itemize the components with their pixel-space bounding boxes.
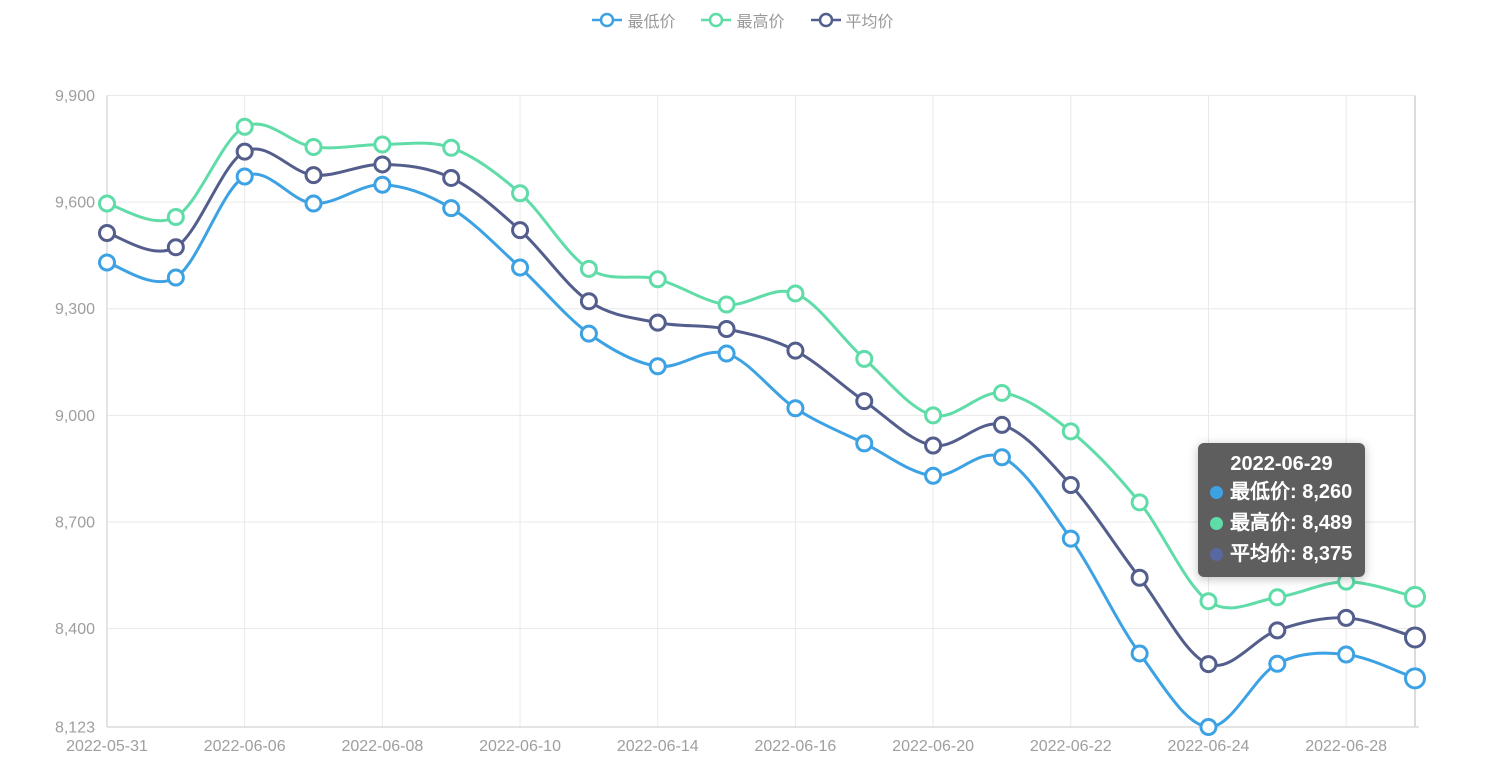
data-point-marker[interactable] — [304, 138, 323, 157]
data-point-marker[interactable] — [717, 319, 736, 338]
x-axis-label: 2022-06-10 — [479, 738, 561, 755]
data-point-marker[interactable] — [924, 406, 943, 425]
data-point-marker[interactable] — [786, 399, 805, 418]
x-axis-label: 2022-06-08 — [341, 738, 423, 755]
data-point-marker[interactable] — [1268, 588, 1287, 607]
y-axis-label: 9,600 — [55, 195, 95, 212]
data-point-marker[interactable] — [1199, 718, 1218, 736]
legend-label: 最低价 — [627, 14, 676, 31]
y-axis-label: 8,700 — [55, 514, 95, 531]
x-axis-label: 2022-06-16 — [754, 738, 836, 755]
series-line-average — [105, 147, 1417, 667]
y-axis-label: 8,123 — [55, 720, 95, 737]
data-point-marker[interactable] — [1337, 608, 1356, 627]
data-point-marker[interactable] — [1404, 585, 1426, 608]
data-point-marker[interactable] — [855, 392, 874, 411]
y-axis-label: 9,900 — [55, 88, 95, 105]
data-point-marker[interactable] — [648, 313, 667, 332]
data-point-marker[interactable] — [235, 117, 254, 136]
data-point-marker[interactable] — [1061, 529, 1080, 548]
data-point-marker[interactable] — [442, 168, 461, 187]
data-point-marker[interactable] — [786, 284, 805, 303]
legend-item-average[interactable]: 平均价 — [810, 8, 894, 32]
data-point-marker[interactable] — [304, 166, 323, 185]
data-point-marker[interactable] — [1130, 493, 1149, 512]
data-point-marker[interactable] — [511, 184, 530, 203]
series-average — [98, 142, 1426, 674]
legend-item-lowest[interactable]: 最低价 — [592, 8, 675, 32]
data-point-marker[interactable] — [1337, 572, 1356, 591]
data-point-marker[interactable] — [1061, 475, 1080, 494]
series-line-lowest — [105, 172, 1417, 729]
data-point-marker[interactable] — [717, 344, 736, 363]
data-point-marker[interactable] — [235, 167, 254, 186]
data-point-marker[interactable] — [1061, 422, 1080, 441]
data-point-marker[interactable] — [98, 253, 116, 272]
data-point-marker[interactable] — [648, 270, 667, 289]
data-point-marker[interactable] — [442, 199, 461, 218]
data-point-marker[interactable] — [1337, 645, 1356, 664]
legend-marker-icon — [810, 12, 841, 28]
data-point-marker[interactable] — [373, 175, 392, 194]
data-point-marker[interactable] — [579, 259, 598, 278]
series-highest — [98, 117, 1426, 611]
data-point-marker[interactable] — [1404, 667, 1426, 690]
data-point-marker[interactable] — [373, 155, 392, 174]
x-axis-label: 2022-06-20 — [892, 738, 974, 755]
x-axis-label: 2022-05-31 — [66, 738, 148, 755]
data-point-marker[interactable] — [579, 292, 598, 311]
data-point-marker[interactable] — [373, 135, 392, 154]
data-point-marker[interactable] — [98, 194, 116, 213]
x-axis-label: 2022-06-24 — [1168, 738, 1250, 755]
data-point-marker[interactable] — [579, 324, 598, 343]
x-axis-label: 2022-06-06 — [204, 738, 286, 755]
data-point-marker[interactable] — [1268, 654, 1287, 673]
data-point-marker[interactable] — [511, 221, 530, 240]
data-point-marker[interactable] — [992, 415, 1011, 434]
data-point-marker[interactable] — [304, 194, 323, 213]
data-point-marker[interactable] — [992, 383, 1011, 402]
legend-label: 最高价 — [736, 14, 785, 31]
x-axis-label: 2022-06-28 — [1305, 738, 1387, 755]
data-point-marker[interactable] — [992, 448, 1011, 467]
x-axis-label: 2022-06-14 — [617, 738, 699, 755]
data-point-marker[interactable] — [924, 466, 943, 485]
data-point-marker[interactable] — [1130, 644, 1149, 663]
data-point-marker[interactable] — [442, 138, 461, 157]
y-axis-label: 8,400 — [55, 621, 95, 638]
data-point-marker[interactable] — [1404, 626, 1426, 649]
grid — [107, 95, 1415, 727]
data-point-marker[interactable] — [511, 258, 530, 277]
data-point-marker[interactable] — [235, 142, 254, 161]
data-point-marker[interactable] — [98, 224, 116, 243]
data-point-marker[interactable] — [717, 295, 736, 314]
legend-marker-icon — [701, 12, 732, 28]
data-point-marker[interactable] — [166, 268, 185, 287]
series-line-highest — [105, 122, 1417, 610]
legend-item-highest[interactable]: 最高价 — [701, 8, 785, 32]
y-axis-label: 9,300 — [55, 301, 95, 318]
data-point-marker[interactable] — [855, 434, 874, 453]
data-point-marker[interactable] — [1268, 621, 1287, 640]
y-axis-label: 9,000 — [55, 408, 95, 425]
data-point-marker[interactable] — [1199, 655, 1218, 674]
legend-marker-icon — [592, 12, 623, 28]
data-point-marker[interactable] — [855, 349, 874, 368]
data-point-marker[interactable] — [166, 238, 185, 257]
data-point-marker[interactable] — [786, 341, 805, 360]
data-point-marker[interactable] — [648, 357, 667, 376]
data-point-marker[interactable] — [166, 208, 185, 227]
data-point-marker[interactable] — [924, 436, 943, 455]
data-point-marker[interactable] — [1130, 568, 1149, 587]
x-axis-label: 2022-06-22 — [1030, 738, 1112, 755]
data-point-marker[interactable] — [1199, 592, 1218, 611]
legend: 最低价 最高价 平均价 — [0, 8, 1486, 32]
axis-labels: 8,123 8,400 8,700 9,000 9,300 9,600 9,900 2022-… — [55, 88, 1387, 755]
legend-label: 平均价 — [845, 14, 894, 31]
series-lowest — [98, 167, 1426, 736]
